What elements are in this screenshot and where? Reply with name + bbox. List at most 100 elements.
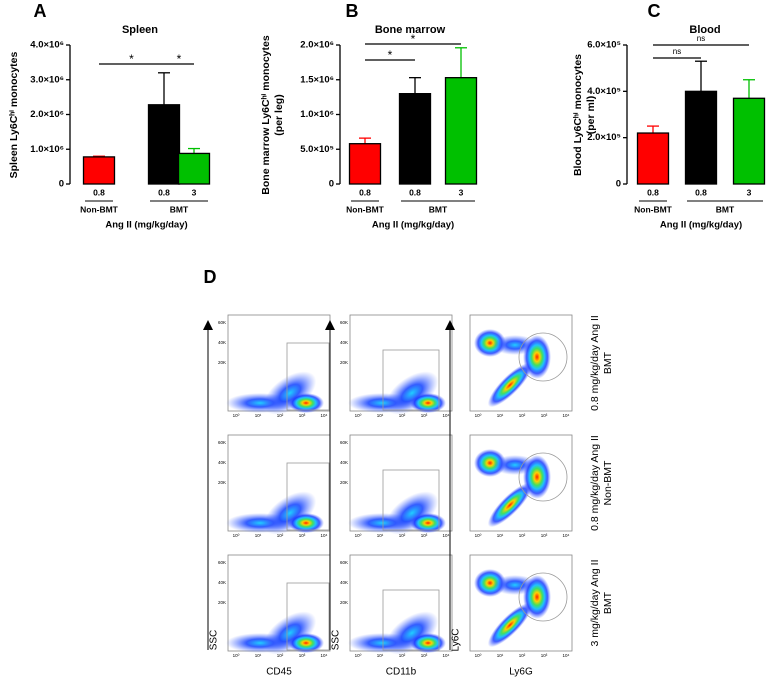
plot-frame xyxy=(469,314,573,412)
bar xyxy=(398,93,432,185)
tick-label: 10⁰ xyxy=(233,413,240,418)
tick-label: 10³ xyxy=(299,533,306,538)
tick-label: 60K xyxy=(340,560,348,565)
gate xyxy=(286,582,330,651)
tick-label: 10¹ xyxy=(255,413,262,418)
tick-label: 10³ xyxy=(541,653,548,658)
tick-label: 40K xyxy=(340,460,348,465)
y-tick-label: 0 xyxy=(329,179,334,190)
group-label: BMT xyxy=(716,204,735,214)
x-tick-label: 0.8 xyxy=(695,187,707,197)
tick-label: 10⁴ xyxy=(443,413,450,418)
significance-label: ns xyxy=(697,34,705,43)
density xyxy=(487,602,533,648)
bar xyxy=(636,132,670,185)
group-label: Non-BMT xyxy=(80,204,119,214)
tick-label: 10⁰ xyxy=(475,533,482,538)
bar xyxy=(82,156,116,185)
row-label: Non-BMT xyxy=(602,460,614,506)
tick-label: 40K xyxy=(218,460,226,465)
group-label: Non-BMT xyxy=(634,204,673,214)
plot-frame xyxy=(469,434,573,532)
y-tick-label: 2.0×10⁵ xyxy=(587,132,621,143)
axis-label: SSC xyxy=(331,630,342,651)
density xyxy=(288,633,324,653)
y-tick-label: 2.0×10⁶ xyxy=(300,40,334,51)
tick-label: 10⁰ xyxy=(475,653,482,658)
tick-label: 10⁰ xyxy=(355,413,362,418)
y-axis-label: Blood Ly6Cʰⁱ monocytes xyxy=(571,54,584,176)
y-axis-label: Spleen Ly6Cʰⁱ monocytes xyxy=(7,51,20,178)
tick-label: 10² xyxy=(519,653,526,658)
y-tick-label: 1.5×10⁶ xyxy=(300,74,334,85)
y-axis-label: Bone marrow Ly6Cʰⁱ monocytes xyxy=(259,35,272,195)
tick-label: 10³ xyxy=(299,653,306,658)
density xyxy=(263,611,317,655)
x-tick-label: 0.8 xyxy=(359,187,371,197)
tick-label: 10² xyxy=(277,413,284,418)
density xyxy=(410,633,446,653)
x-tick-label: 0.8 xyxy=(93,187,105,197)
y-tick-label: 4.0×10⁶ xyxy=(30,40,64,51)
group-label: BMT xyxy=(429,204,448,214)
tick-label: 40K xyxy=(340,340,348,345)
density xyxy=(487,482,533,528)
tick-label: 10² xyxy=(519,413,526,418)
bar xyxy=(444,77,478,185)
gate xyxy=(382,349,440,411)
bar xyxy=(684,90,718,185)
group-label: Non-BMT xyxy=(346,204,385,214)
plot-frame xyxy=(469,554,573,652)
density xyxy=(523,575,551,619)
y-tick-label: 4.0×10⁵ xyxy=(587,86,621,97)
row-label: 0.8 mg/kg/day Ang II xyxy=(589,315,601,411)
tick-label: 40K xyxy=(218,340,226,345)
tick-label: 10² xyxy=(519,533,526,538)
x-tick-label: 3 xyxy=(192,187,197,197)
tick-label: 10³ xyxy=(421,653,428,658)
tick-label: 10⁴ xyxy=(321,653,328,658)
tick-label: 10⁰ xyxy=(233,533,240,538)
bar xyxy=(732,97,766,185)
y-tick-label: 3.0×10⁶ xyxy=(30,74,64,85)
tick-label: 10² xyxy=(399,653,406,658)
y-axis-label: (per ml) xyxy=(585,96,597,135)
gate xyxy=(518,452,568,502)
tick-label: 10¹ xyxy=(497,533,504,538)
tick-label: 10⁰ xyxy=(475,413,482,418)
gate xyxy=(382,589,440,651)
tick-label: 20K xyxy=(340,360,348,365)
axis-label: SSC xyxy=(209,630,220,651)
tick-label: 60K xyxy=(340,440,348,445)
density xyxy=(263,491,317,535)
tick-label: 10⁴ xyxy=(563,413,570,418)
density xyxy=(487,362,533,408)
y-tick-label: 1.0×10⁶ xyxy=(300,109,334,120)
tick-label: 10³ xyxy=(421,533,428,538)
significance-label: * xyxy=(129,52,134,66)
density xyxy=(385,491,439,535)
tick-label: 10⁴ xyxy=(563,653,570,658)
gate xyxy=(518,332,568,382)
significance-label: * xyxy=(177,52,182,66)
x-tick-label: 0.8 xyxy=(647,187,659,197)
x-tick-label: 3 xyxy=(747,187,752,197)
gate xyxy=(382,469,440,531)
chart-title: Spleen xyxy=(122,24,158,36)
tick-label: 10¹ xyxy=(377,533,384,538)
tick-label: 60K xyxy=(340,320,348,325)
density xyxy=(288,513,324,533)
tick-label: 10² xyxy=(277,533,284,538)
gate xyxy=(518,572,568,622)
chart-title: Blood xyxy=(689,24,720,36)
tick-label: 10⁰ xyxy=(233,653,240,658)
arrow-head xyxy=(325,320,335,330)
row-label: 3 mg/kg/day Ang II xyxy=(589,560,601,647)
gate xyxy=(286,342,330,411)
x-axis-label: Ang II (mg/kg/day) xyxy=(660,220,742,231)
y-tick-label: 6.0×10⁵ xyxy=(587,40,621,51)
arrow-head xyxy=(445,320,455,330)
tick-label: 10³ xyxy=(541,533,548,538)
density xyxy=(523,335,551,379)
